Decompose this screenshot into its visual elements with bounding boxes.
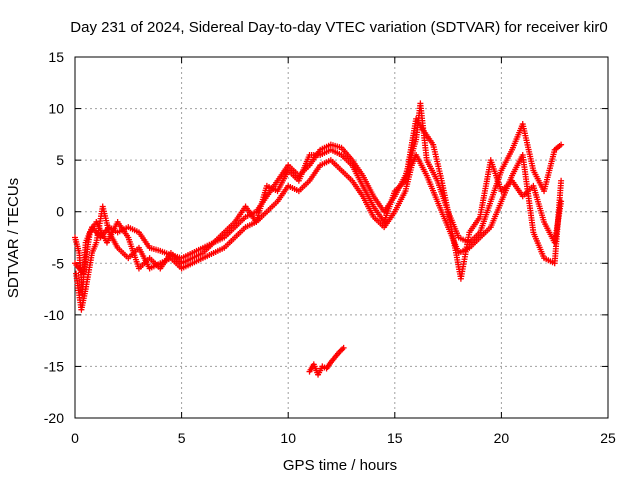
y-tick-label: 10 (48, 101, 64, 117)
data-point-marker (337, 347, 344, 354)
data-point-marker (340, 344, 347, 351)
y-tick-label: -20 (44, 410, 64, 426)
x-tick-label: 20 (494, 430, 510, 446)
x-tick-label: 5 (178, 430, 186, 446)
chart-title: Day 231 of 2024, Sidereal Day-to-day VTE… (70, 19, 607, 36)
data-point-marker (558, 141, 565, 148)
data-point-marker (558, 198, 565, 205)
data-points (72, 100, 565, 378)
x-tick-label: 15 (387, 430, 403, 446)
y-tick-label: -15 (44, 358, 64, 374)
y-tick-label: 0 (56, 204, 64, 220)
data-point-marker (558, 177, 565, 184)
axis-ticks: 0 5 10 15 20 25 -20 -15 -10 -5 0 5 10 15 (44, 49, 616, 446)
y-tick-label: -5 (52, 255, 65, 271)
y-tick-label: -10 (44, 307, 64, 323)
data-point-marker (339, 346, 346, 353)
x-tick-label: 25 (600, 430, 616, 446)
x-tick-label: 10 (280, 430, 296, 446)
y-tick-label: 5 (56, 152, 64, 168)
x-tick-label: 0 (71, 430, 79, 446)
x-axis-label: GPS time / hours (283, 457, 397, 474)
plot-frame (74, 56, 609, 419)
grid-lines (75, 57, 608, 418)
y-tick-label: 15 (48, 49, 64, 65)
y-axis-label: SDTVAR / TECUs (5, 178, 22, 298)
